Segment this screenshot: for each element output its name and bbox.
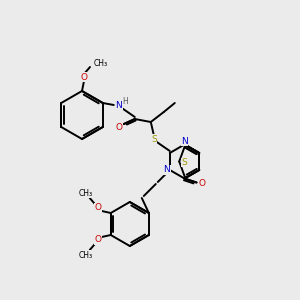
Text: O: O [115,124,122,133]
Text: O: O [198,179,205,188]
Text: O: O [94,236,101,244]
Text: N: N [181,137,188,146]
Text: S: S [151,134,157,143]
Text: N: N [116,100,122,109]
Text: O: O [94,203,101,212]
Text: CH₃: CH₃ [94,58,108,68]
Text: CH₃: CH₃ [79,188,93,197]
Text: CH₃: CH₃ [79,250,93,260]
Text: S: S [182,158,187,167]
Text: O: O [80,73,88,82]
Text: N: N [164,166,170,175]
Text: H: H [122,98,128,106]
